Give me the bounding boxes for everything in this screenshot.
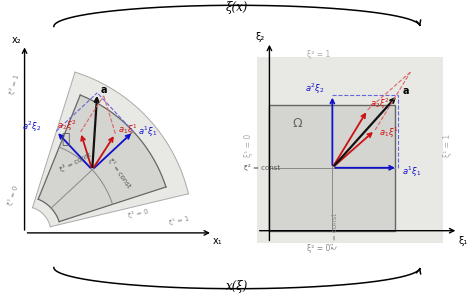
Text: ξ₁: ξ₁	[459, 236, 468, 246]
Text: $a^2\xi_2$: $a^2\xi_2$	[22, 119, 41, 134]
Text: x(ξ): x(ξ)	[226, 280, 248, 293]
Text: 𝓟: 𝓟	[61, 133, 69, 147]
Polygon shape	[269, 105, 395, 231]
Text: $a_2\xi^2$: $a_2\xi^2$	[370, 97, 390, 111]
Text: ξ¹ = const: ξ¹ = const	[331, 213, 338, 249]
Text: x₁: x₁	[213, 236, 222, 246]
Text: ξ¹ = 1: ξ¹ = 1	[443, 134, 452, 157]
Text: $a^1\xi_1$: $a^1\xi_1$	[401, 165, 421, 179]
Text: ξ² = 1: ξ² = 1	[307, 50, 330, 59]
Polygon shape	[257, 57, 443, 243]
Text: ξ(x): ξ(x)	[226, 1, 248, 14]
Text: ξ¹ = const: ξ¹ = const	[107, 157, 132, 189]
Polygon shape	[38, 95, 166, 222]
Text: $a_2\xi^2$: $a_2\xi^2$	[57, 119, 77, 133]
Text: ξ₂: ξ₂	[255, 32, 264, 42]
Text: ξ² = 1: ξ² = 1	[8, 74, 20, 95]
Text: $a_1\xi^1$: $a_1\xi^1$	[118, 123, 137, 137]
Text: x₂: x₂	[12, 35, 21, 45]
Text: ξ² = 0: ξ² = 0	[307, 244, 330, 253]
Text: Ω: Ω	[292, 118, 302, 131]
Text: $a^2\xi_2$: $a^2\xi_2$	[305, 82, 324, 96]
Text: ξ² = const: ξ² = const	[59, 151, 92, 173]
Polygon shape	[33, 72, 189, 227]
Text: $\mathbf{a}$: $\mathbf{a}$	[401, 86, 410, 96]
Text: ξ¹ = 0: ξ¹ = 0	[6, 185, 19, 206]
Text: ξ² = 0: ξ² = 0	[127, 208, 148, 219]
Text: $a_1\xi^1$: $a_1\xi^1$	[379, 126, 399, 140]
Text: ξ¹ = 0: ξ¹ = 0	[244, 134, 253, 157]
Text: ξ² = const: ξ² = const	[244, 164, 281, 171]
Text: $a^1\xi_1$: $a^1\xi_1$	[138, 125, 157, 139]
Text: $\mathbf{a}$: $\mathbf{a}$	[100, 85, 108, 95]
Text: ξ¹ = 1: ξ¹ = 1	[169, 215, 190, 226]
